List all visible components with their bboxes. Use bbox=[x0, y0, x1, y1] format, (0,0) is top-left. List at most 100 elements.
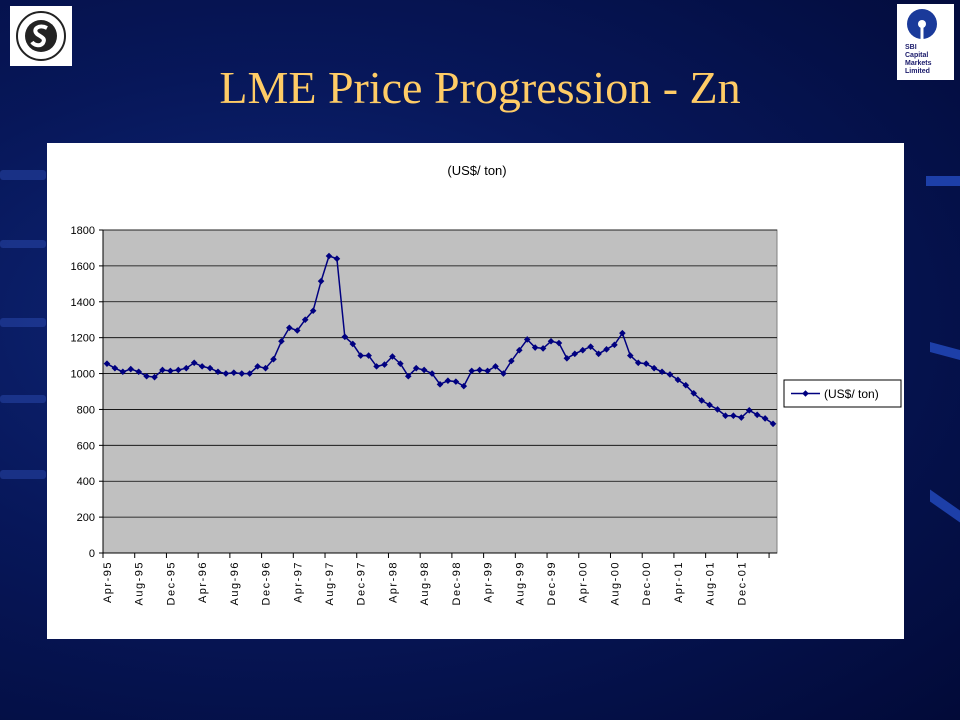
decor-streak bbox=[0, 395, 46, 403]
x-tick-label: Aug-99 bbox=[514, 561, 526, 605]
decor-streak bbox=[0, 318, 46, 327]
data-point bbox=[515, 346, 523, 354]
data-point bbox=[286, 324, 293, 332]
x-tick-label: Aug-01 bbox=[705, 561, 717, 605]
sbi-logo: SBI Capital Markets Limited bbox=[897, 4, 954, 80]
x-tick-label: Dec-00 bbox=[641, 561, 653, 605]
data-point bbox=[634, 359, 642, 367]
data-point bbox=[563, 355, 571, 362]
data-point bbox=[325, 252, 333, 260]
data-point bbox=[761, 415, 769, 422]
data-point bbox=[476, 366, 483, 374]
y-tick-label: 1800 bbox=[71, 225, 95, 237]
x-tick-label: Aug-95 bbox=[134, 561, 146, 605]
data-point bbox=[531, 344, 539, 351]
sterlite-logo-icon bbox=[16, 11, 66, 61]
y-tick-label: 600 bbox=[77, 440, 95, 452]
y-tick-label: 1000 bbox=[71, 369, 95, 381]
decor-bar bbox=[926, 176, 960, 186]
data-point bbox=[682, 381, 690, 389]
data-point bbox=[627, 352, 634, 359]
data-point bbox=[619, 329, 626, 337]
data-point bbox=[397, 360, 404, 367]
data-point bbox=[262, 364, 269, 372]
x-tick-label: Apr-01 bbox=[673, 561, 685, 603]
line-chart: (US$/ ton) 0 200 400 600 800 1000 1200 1400 1600… bbox=[71, 163, 902, 605]
data-point bbox=[492, 363, 499, 370]
data-point bbox=[722, 412, 729, 420]
data-point bbox=[238, 370, 246, 377]
data-point bbox=[730, 412, 737, 420]
data-point bbox=[555, 339, 563, 347]
data-point bbox=[420, 366, 428, 374]
data-point bbox=[270, 355, 277, 363]
x-tick-label: Dec-01 bbox=[736, 561, 748, 605]
x-tick-label: Apr-00 bbox=[578, 561, 590, 603]
data-point bbox=[119, 368, 127, 376]
decor-streak bbox=[0, 240, 46, 248]
data-point bbox=[658, 368, 666, 376]
data-point bbox=[714, 406, 721, 413]
decor-bar bbox=[930, 489, 960, 523]
x-tick-label: Apr-99 bbox=[483, 561, 495, 603]
data-point bbox=[357, 352, 365, 359]
data-point bbox=[508, 357, 515, 365]
data-point bbox=[230, 369, 238, 376]
data-point bbox=[468, 367, 476, 375]
data-point bbox=[674, 376, 682, 384]
data-point bbox=[650, 364, 658, 372]
decor-streak bbox=[0, 170, 46, 180]
x-tick-label: Apr-98 bbox=[387, 561, 399, 603]
plot-area bbox=[102, 229, 778, 554]
data-point bbox=[611, 341, 618, 349]
y-tick-label: 1600 bbox=[71, 261, 95, 273]
data-point bbox=[753, 411, 761, 419]
data-point bbox=[690, 389, 698, 397]
y-tick-label: 1400 bbox=[71, 297, 95, 309]
data-point bbox=[111, 364, 119, 372]
data-point bbox=[571, 350, 579, 358]
data-point bbox=[222, 370, 230, 377]
data-point bbox=[698, 397, 705, 404]
data-point bbox=[412, 364, 420, 372]
data-point bbox=[769, 420, 777, 428]
data-point bbox=[738, 414, 745, 421]
x-tick-label: Dec-96 bbox=[261, 561, 273, 605]
data-point bbox=[167, 367, 174, 375]
x-tick-label: Aug-00 bbox=[609, 561, 621, 605]
x-tick-label: Apr-97 bbox=[292, 561, 304, 603]
data-point bbox=[745, 407, 753, 414]
data-point bbox=[523, 336, 531, 343]
x-tick-label: Dec-95 bbox=[165, 561, 177, 605]
data-point bbox=[595, 350, 602, 358]
data-point bbox=[254, 363, 261, 370]
data-point bbox=[579, 346, 587, 354]
data-point bbox=[404, 372, 412, 380]
legend-label: (US$/ ton) bbox=[824, 387, 879, 401]
data-point bbox=[309, 307, 317, 315]
x-tick-label: Aug-96 bbox=[229, 561, 241, 605]
x-tick-label: Dec-99 bbox=[546, 561, 558, 605]
data-point bbox=[190, 359, 198, 367]
x-tick-label: Aug-98 bbox=[419, 561, 431, 605]
data-point bbox=[206, 364, 214, 372]
y-tick-label: 1200 bbox=[71, 333, 95, 345]
data-point bbox=[547, 337, 555, 345]
data-point bbox=[293, 327, 301, 334]
data-point bbox=[500, 370, 507, 377]
data-point bbox=[460, 382, 468, 390]
data-point bbox=[436, 381, 444, 388]
sterlite-logo bbox=[10, 6, 72, 66]
data-point bbox=[349, 340, 357, 348]
y-tick-label: 800 bbox=[77, 404, 95, 416]
chart-title: (US$/ ton) bbox=[447, 163, 506, 178]
data-point bbox=[642, 360, 650, 367]
data-point bbox=[341, 333, 349, 341]
data-point bbox=[389, 353, 396, 360]
data-point bbox=[444, 377, 452, 385]
data-point bbox=[373, 363, 380, 370]
x-tick-label: Dec-98 bbox=[451, 561, 463, 605]
x-tick-label: Aug-97 bbox=[324, 561, 336, 605]
sbi-logo-text: SBI Capital Markets Limited bbox=[905, 44, 932, 75]
y-tick-label: 0 bbox=[89, 548, 95, 560]
